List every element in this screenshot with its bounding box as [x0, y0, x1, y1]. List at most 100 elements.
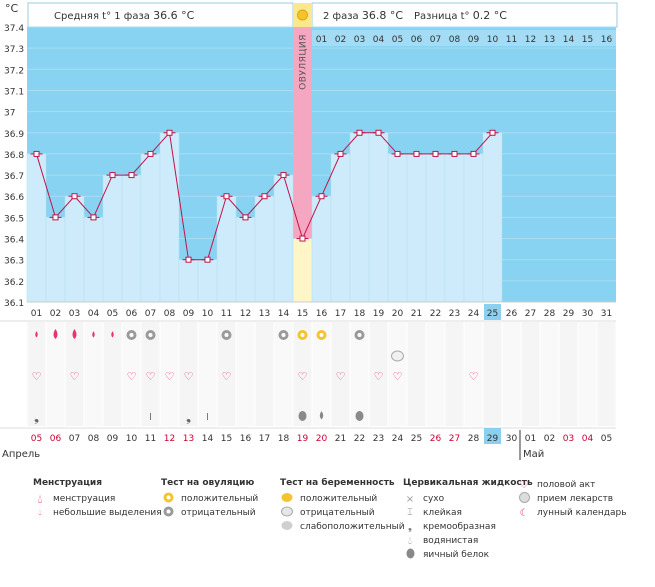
- x-tick-label: 11: [221, 309, 232, 319]
- x-tick-label: 05: [107, 309, 118, 319]
- header-box-phase1: [27, 2, 294, 28]
- menstruation-drop-icon: [72, 329, 77, 339]
- x-tick-label: 08: [164, 309, 176, 319]
- x-tick-label: 03: [69, 309, 80, 319]
- date-label: 23: [373, 434, 384, 444]
- eggwhite-icon: [298, 411, 307, 421]
- symbol-cell: [597, 322, 616, 426]
- date-label: 14: [202, 434, 214, 444]
- symbol-cell: [559, 322, 578, 426]
- x-tick-label: 09: [183, 309, 195, 319]
- top-day-label: 09: [468, 35, 480, 45]
- top-day-label: 05: [392, 35, 403, 45]
- y-tick-label: 37: [4, 109, 15, 119]
- top-day-label: 11: [506, 35, 517, 45]
- x-tick-label: 31: [601, 309, 612, 319]
- y-tick-label: 36.9: [4, 130, 24, 140]
- temp-bar: [349, 132, 370, 303]
- x-tick-label: 30: [582, 309, 594, 319]
- x-tick-label: 10: [202, 309, 214, 319]
- eggwhite-icon: [355, 411, 364, 421]
- date-label: 28: [468, 434, 480, 444]
- x-tick-label: 24: [468, 309, 480, 319]
- y-tick-label: 36.4: [4, 236, 24, 246]
- x-tick-label: 29: [563, 309, 575, 319]
- temp-point: [90, 214, 97, 221]
- menstruation-drop-icon: [53, 329, 58, 339]
- temp-bar: [387, 153, 408, 303]
- symbol-cell: [331, 322, 350, 426]
- x-tick-label: 07: [145, 309, 156, 319]
- pill-icon: [517, 492, 531, 506]
- diff-label: Разница t° 0.2 °C: [414, 9, 507, 22]
- today-marker: [484, 304, 501, 320]
- x-tick-label: 22: [430, 309, 441, 319]
- temp-bar: [330, 153, 351, 303]
- plot-area: 01 02 03 04 05 06 07 08 09 10 11 12 13 14 15 16 ОВУЛЯЦИЯ: [26, 3, 616, 303]
- date-label: 26: [430, 434, 442, 444]
- temp-bar: [64, 195, 85, 303]
- date-label: 24: [392, 434, 404, 444]
- ovulation-test-center: [300, 333, 305, 337]
- today-date-marker: [484, 428, 501, 444]
- symbol-cell: [464, 322, 483, 426]
- month-may: Май: [523, 449, 544, 460]
- date-label: 03: [563, 434, 574, 444]
- date-label: 30: [506, 434, 518, 444]
- symbol-cell: [27, 322, 46, 426]
- y-tick-label: 36.6: [4, 193, 24, 203]
- top-day-label: 02: [335, 35, 346, 45]
- heart-icon: ♡: [519, 479, 529, 491]
- heart-icon: ♡: [374, 370, 384, 383]
- temp-bar: [121, 174, 142, 303]
- top-day-label: 13: [544, 35, 555, 45]
- top-day-label: 03: [354, 35, 365, 45]
- temp-point: [71, 193, 78, 200]
- drop-small-icon: 💧︎: [38, 508, 42, 517]
- temp-point: [185, 256, 192, 263]
- x-tick-label: 25: [487, 309, 498, 319]
- top-day-label: 10: [487, 35, 499, 45]
- symbol-cell: [236, 322, 255, 426]
- temp-bar: [482, 132, 503, 303]
- symbol-cell: [502, 322, 521, 426]
- temp-point: [318, 193, 325, 200]
- ovulation-label: ОВУЛЯЦИЯ: [299, 34, 309, 90]
- temp-point: [261, 193, 268, 200]
- date-row: 05 06 07 08 09 10 11 12 13 14 15 16 17 18 19 20 21 22 23 24…: [0, 427, 616, 460]
- temp-point: [489, 129, 496, 136]
- top-label-band: [312, 30, 616, 46]
- date-label: 07: [69, 434, 80, 444]
- ovulation-test-center: [224, 333, 229, 337]
- symbol-cell: [65, 322, 84, 426]
- x-tick-label: 20: [392, 309, 404, 319]
- symbol-cell: [46, 322, 65, 426]
- date-label: 20: [316, 434, 328, 444]
- phase1-label: Средняя t° 1 фаза 36.6 °C: [54, 9, 195, 22]
- legend-pregnancy-test: Тест на беременность положительный отриц…: [280, 478, 405, 532]
- temp-point: [451, 150, 458, 157]
- y-tick-label: 36.8: [4, 151, 24, 161]
- symbol-cell: [217, 322, 236, 426]
- temp-point: [356, 129, 363, 136]
- x-tick-label: 04: [88, 309, 100, 319]
- legend-menstruation: Менструация 💧︎ менструация 💧︎ небольшие вы…: [33, 478, 162, 518]
- temp-bar: [140, 153, 161, 303]
- date-label: 12: [164, 434, 175, 444]
- date-label: 21: [335, 434, 346, 444]
- symbol-cell: [103, 322, 122, 426]
- y-tick-label: 37.3: [4, 45, 24, 55]
- drop-big-icon: 💧︎: [37, 491, 43, 506]
- heart-icon: ♡: [298, 370, 308, 383]
- menstruation-drop-icon: [35, 331, 38, 338]
- next-cycle-column: [293, 27, 312, 302]
- temp-bar: [292, 238, 313, 303]
- ovulation-test-center: [129, 333, 134, 337]
- symbol-cell: [274, 322, 293, 426]
- menstruation-drop-icon: [92, 331, 95, 338]
- ovulation-positive-icon: [161, 492, 175, 506]
- header-box-phase2: [311, 2, 618, 28]
- symbol-cell: [483, 322, 502, 426]
- date-label: 01: [525, 434, 536, 444]
